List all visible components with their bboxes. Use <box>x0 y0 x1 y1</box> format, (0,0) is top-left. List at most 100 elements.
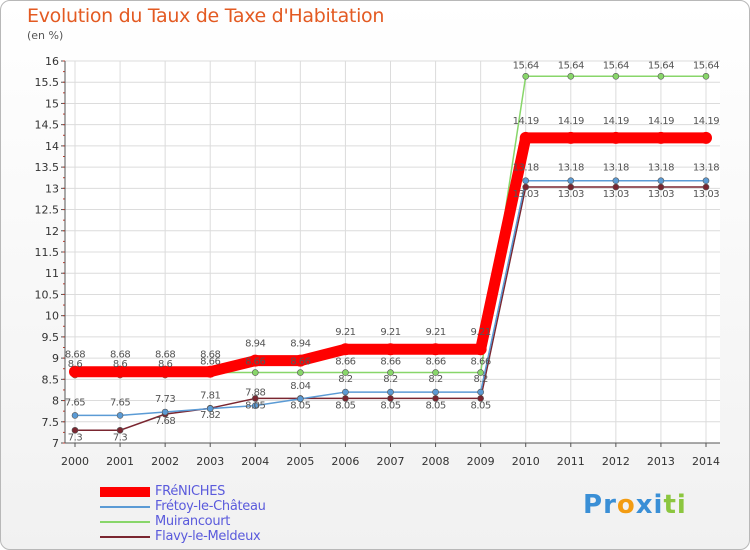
data-label: 14.19 <box>513 116 539 127</box>
y-tick-label: 11.5 <box>35 246 60 259</box>
proxiti-logo: Proxiti <box>583 490 687 520</box>
data-label: 15.64 <box>603 60 629 71</box>
data-point <box>297 395 304 403</box>
data-label: 9.21 <box>425 327 445 338</box>
y-tick-label: 12.5 <box>35 204 60 217</box>
data-point <box>116 412 124 419</box>
data-label: 8.68 <box>155 350 175 361</box>
data-point <box>249 354 262 367</box>
data-label: 8.66 <box>335 357 355 368</box>
y-tick-label: 7 <box>52 437 59 450</box>
logo-letter: r <box>603 490 617 520</box>
data-label: 14.19 <box>558 116 584 127</box>
data-point <box>384 343 397 356</box>
y-tick-label: 13.5 <box>35 161 60 174</box>
y-tick-label: 16 <box>45 55 59 68</box>
data-label: 7.73 <box>155 394 175 405</box>
data-label: 7.88 <box>245 388 265 399</box>
x-tick-label: 2008 <box>422 455 450 468</box>
data-label: 13.03 <box>648 189 674 200</box>
data-label: 8.94 <box>290 339 310 350</box>
x-tick-label: 2010 <box>512 455 540 468</box>
data-point <box>387 388 394 396</box>
data-label: 13.03 <box>513 189 539 200</box>
data-label: 14.19 <box>648 116 674 127</box>
data-label: 8.05 <box>471 400 491 411</box>
chart-subtitle: (en %) <box>27 29 64 42</box>
y-tick-label: 14 <box>45 140 59 153</box>
data-point <box>204 365 217 378</box>
data-label: 14.19 <box>693 116 719 127</box>
data-label: 8.2 <box>383 374 398 385</box>
data-label: 8.94 <box>245 339 265 350</box>
data-point <box>429 343 442 356</box>
data-point <box>116 426 124 434</box>
data-label: 8.6 <box>158 359 173 370</box>
data-label: 7.3 <box>68 432 83 443</box>
y-tick-label: 15 <box>45 97 59 110</box>
data-point <box>657 72 665 80</box>
data-label: 9.21 <box>471 327 491 338</box>
data-point <box>342 369 349 376</box>
x-tick-label: 2007 <box>377 455 405 468</box>
data-label: 7.68 <box>155 416 175 427</box>
data-point <box>71 426 79 434</box>
data-label: 8.05 <box>290 400 310 411</box>
data-label: 13.18 <box>558 163 584 174</box>
data-label: 8.68 <box>200 350 220 361</box>
x-tick-label: 2004 <box>241 455 269 468</box>
data-point <box>114 365 127 378</box>
data-point <box>387 369 394 376</box>
y-tick-label: 7.5 <box>42 416 60 429</box>
legend-label: Frétoy-le-Château <box>155 499 266 514</box>
x-tick-label: 2001 <box>106 455 134 468</box>
data-point <box>69 365 81 378</box>
data-label: 8.66 <box>290 357 310 368</box>
data-point <box>522 72 530 80</box>
logo-letter: i <box>653 490 664 520</box>
y-tick-label: 8 <box>52 395 59 408</box>
data-point <box>297 369 304 376</box>
data-label: 8.05 <box>245 400 265 411</box>
data-point <box>567 183 575 191</box>
data-label: 13.18 <box>513 163 539 174</box>
data-label: 15.64 <box>513 60 539 71</box>
data-label: 7.82 <box>200 410 220 421</box>
data-label: 7.65 <box>110 397 130 408</box>
data-point <box>654 131 667 144</box>
legend-swatch <box>100 521 150 523</box>
data-label: 8.66 <box>245 357 265 368</box>
data-point <box>159 365 172 378</box>
data-point <box>251 395 259 402</box>
data-label: 13.18 <box>603 163 629 174</box>
data-label: 9.21 <box>335 327 355 338</box>
data-point <box>342 395 349 402</box>
data-point <box>702 183 710 191</box>
y-tick-label: 11 <box>45 267 59 280</box>
data-point <box>477 369 484 376</box>
data-point <box>522 183 530 191</box>
data-point <box>432 369 439 376</box>
logo-letter: o <box>616 490 636 520</box>
logo-letter: t <box>663 490 677 520</box>
data-point <box>387 395 394 402</box>
x-tick-label: 2014 <box>692 455 720 468</box>
data-point <box>432 395 439 402</box>
data-label: 8.6 <box>113 359 128 370</box>
data-label: 8.05 <box>380 400 400 411</box>
x-tick-label: 2002 <box>151 455 179 468</box>
data-point <box>251 369 259 376</box>
data-label: 15.64 <box>693 60 719 71</box>
legend-swatch <box>100 506 150 508</box>
data-point <box>612 183 620 191</box>
data-point <box>612 177 620 184</box>
data-point <box>519 131 532 144</box>
data-label: 8.66 <box>471 357 491 368</box>
y-tick-label: 10.5 <box>35 288 60 301</box>
legend-swatch <box>100 487 150 497</box>
data-point <box>567 72 575 80</box>
data-point <box>294 354 307 367</box>
data-label: 8.04 <box>290 381 310 392</box>
y-tick-label: 14.5 <box>35 119 60 132</box>
